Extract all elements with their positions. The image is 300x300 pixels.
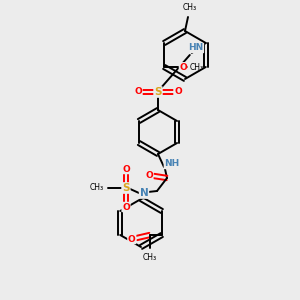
Text: S: S — [154, 87, 162, 97]
Text: S: S — [122, 183, 130, 193]
Text: N: N — [140, 188, 148, 198]
Text: O: O — [174, 88, 182, 97]
Text: HN: HN — [188, 44, 203, 52]
Text: O: O — [122, 202, 130, 211]
Text: CH₃: CH₃ — [90, 184, 104, 193]
Text: O: O — [145, 170, 153, 179]
Text: CH₃: CH₃ — [183, 3, 197, 12]
Text: O: O — [179, 62, 187, 71]
Text: O: O — [122, 164, 130, 173]
Text: O: O — [134, 88, 142, 97]
Text: CH₃: CH₃ — [189, 62, 203, 71]
Text: O: O — [128, 235, 136, 244]
Text: CH₃: CH₃ — [143, 253, 157, 262]
Text: NH: NH — [164, 160, 180, 169]
